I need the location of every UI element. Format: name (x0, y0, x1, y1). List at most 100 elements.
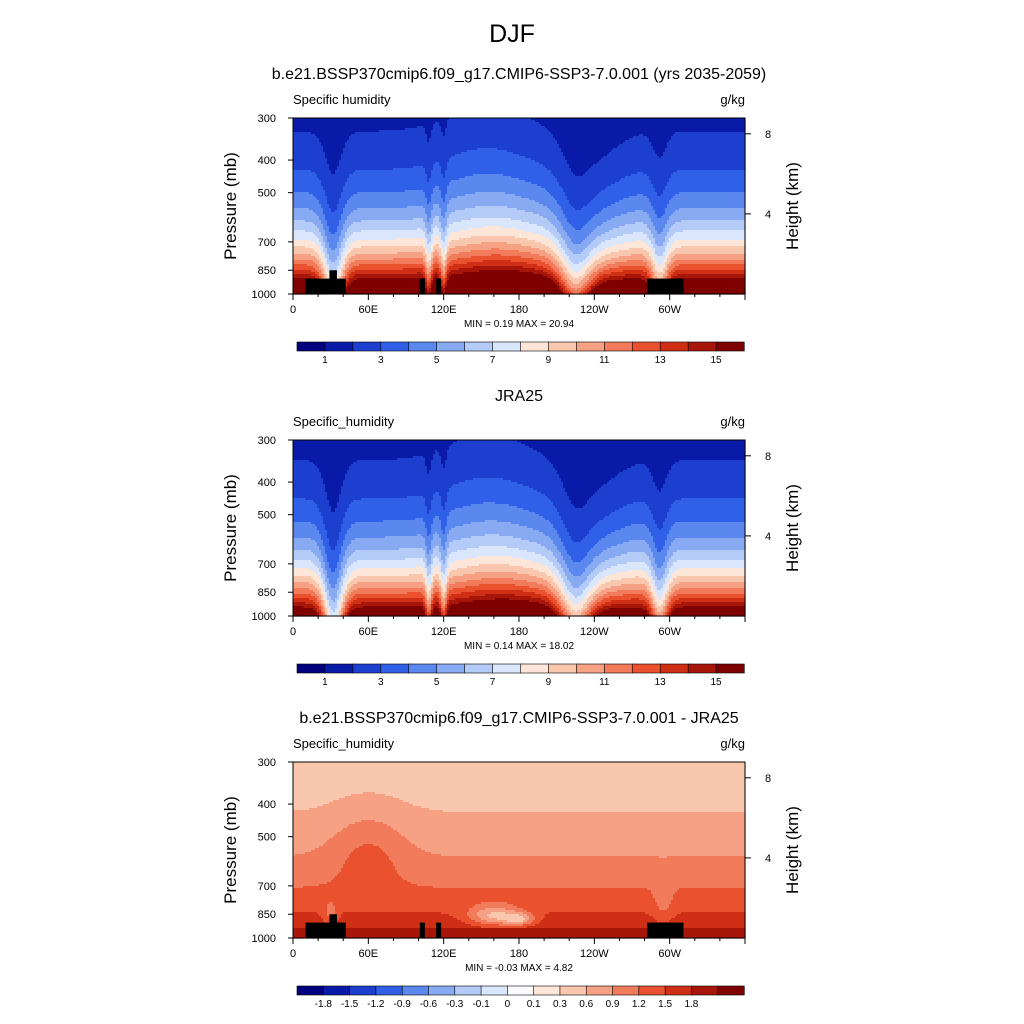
colorbar-swatch (375, 985, 403, 996)
colorbar-label: 0.3 (553, 999, 567, 1010)
colorbar-swatch (296, 341, 326, 352)
colorbar-swatch (436, 663, 466, 674)
colorbar-swatch (585, 985, 614, 996)
colorbar-swatch (687, 341, 717, 352)
colorbar-swatch (548, 663, 577, 674)
y-tick-label: 850 (258, 587, 276, 599)
colorbar-label: 9 (546, 355, 552, 366)
y-tick-label: 500 (258, 510, 276, 522)
panel-title: b.e21.BSSP370cmip6.f09_g17.CMIP6-SSP3-7.… (299, 710, 738, 727)
colorbar: -1.8 -1.5 -1.2 -0.9 -0.6 -0.3 -0.1 0 0.1 0.3 0.6 0.… (296, 985, 745, 1010)
colorbar-swatch (380, 341, 410, 352)
colorbar-label: 11 (599, 677, 610, 688)
colorbar-swatch (436, 341, 466, 352)
colorbar-swatch (659, 341, 689, 352)
colorbar: 1 3 5 7 9 11 13 15 (296, 663, 745, 688)
x-tick-label: 0 (290, 626, 296, 638)
units-label: g/kg (720, 736, 745, 751)
height-axis: 84 (745, 773, 771, 865)
colorbar-swatch (454, 985, 482, 996)
colorbar-label: -1.8 (315, 999, 333, 1010)
colorbar-swatch (604, 663, 633, 674)
colorbar-swatch (380, 663, 410, 674)
topography-mask (305, 270, 684, 294)
variable-name: Specific humidity (293, 92, 391, 107)
colorbar-label: 15 (711, 355, 723, 366)
x-tick-label: 120E (431, 948, 457, 960)
x-tick-label: 60W (658, 948, 681, 960)
colorbar-swatch (401, 985, 430, 996)
colorbar-swatch (559, 985, 587, 996)
colorbar-label: 1.2 (632, 999, 646, 1010)
pressure-axis: 300 400 500 700 850 1000 (252, 757, 293, 945)
x-tick-label: 60E (359, 948, 379, 960)
colorbar-swatch (480, 985, 508, 996)
y2-tick-label: 8 (765, 451, 771, 463)
x-tick-label: 120E (431, 626, 457, 638)
colorbar-swatch (631, 341, 661, 352)
colorbar-label: 1.5 (658, 999, 672, 1010)
colorbar-swatch (492, 663, 522, 674)
y-axis-label: Pressure (mb) (221, 796, 240, 904)
colorbar-label: 3 (378, 677, 384, 688)
height-axis: 84 (745, 129, 771, 221)
colorbar-swatch (492, 341, 522, 352)
colorbar-label: 1 (322, 677, 328, 688)
units-label: g/kg (720, 414, 745, 429)
colorbar: 1 3 5 7 9 11 13 15 (296, 341, 745, 366)
min-max-stats: MIN = 0.14 MAX = 18.02 (464, 641, 574, 652)
colorbar-label: 9 (546, 677, 552, 688)
y-tick-label: 300 (258, 757, 276, 769)
contour-field (293, 762, 746, 939)
colorbar-swatch (408, 663, 438, 674)
colorbar-label: 1.8 (684, 999, 698, 1010)
x-tick-label: 180 (510, 948, 528, 960)
colorbar-label: -0.9 (394, 999, 412, 1010)
colorbar-swatch (576, 341, 605, 352)
colorbar-swatch (520, 341, 550, 352)
y2-tick-label: 8 (765, 129, 771, 141)
longitude-axis: 0 60E 120E 180 120W 60W (290, 294, 746, 316)
colorbar-label: 13 (655, 355, 667, 366)
colorbar-label: 7 (490, 677, 496, 688)
colorbar-label: 3 (378, 355, 384, 366)
colorbar-swatch (715, 341, 745, 352)
x-tick-label: 180 (510, 626, 528, 638)
colorbar-swatch (408, 341, 438, 352)
contour-field (293, 440, 746, 617)
colorbar-label: 0 (505, 999, 511, 1010)
longitude-axis: 0 60E 120E 180 120W 60W (290, 938, 746, 960)
colorbar-swatch (296, 663, 326, 674)
panel-difference: b.e21.BSSP370cmip6.f09_g17.CMIP6-SSP3-7.… (221, 710, 802, 1010)
x-tick-label: 60E (359, 304, 379, 316)
colorbar-swatch (322, 985, 351, 996)
colorbar-swatch (352, 663, 382, 674)
x-tick-label: 60W (658, 626, 681, 638)
y-tick-label: 1000 (252, 289, 276, 301)
x-tick-label: 120W (580, 626, 609, 638)
colorbar-swatch (507, 985, 535, 996)
height-axis: 84 (745, 451, 771, 543)
y-tick-label: 700 (258, 881, 276, 893)
y-tick-label: 300 (258, 113, 276, 125)
colorbar-label: 1 (322, 355, 328, 366)
topography-mask (305, 914, 684, 938)
colorbar-label: 0.6 (579, 999, 593, 1010)
panel-title: b.e21.BSSP370cmip6.f09_g17.CMIP6-SSP3-7.… (272, 66, 767, 83)
contour-field (293, 118, 746, 295)
colorbar-swatch (604, 341, 633, 352)
colorbar-label: -1.2 (367, 999, 385, 1010)
colorbar-label: -0.3 (446, 999, 464, 1010)
y-tick-label: 850 (258, 909, 276, 921)
colorbar-swatch (520, 663, 550, 674)
y2-axis-label: Height (km) (783, 162, 802, 250)
colorbar-label: 13 (655, 677, 667, 688)
colorbar-swatch (533, 985, 561, 996)
y-tick-label: 700 (258, 559, 276, 571)
colorbar-label: -0.1 (472, 999, 490, 1010)
colorbar-swatch (464, 663, 494, 674)
colorbar-label: -1.5 (341, 999, 359, 1010)
y-tick-label: 400 (258, 477, 276, 489)
y-tick-label: 850 (258, 265, 276, 277)
